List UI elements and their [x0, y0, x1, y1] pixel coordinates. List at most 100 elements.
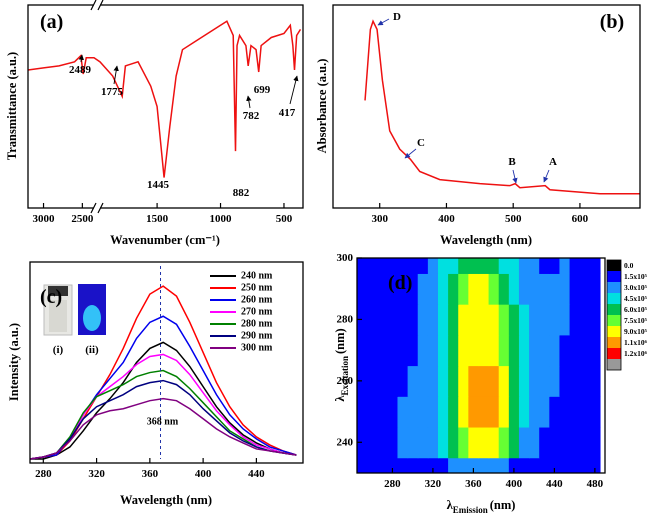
- marker-label: 368 nm: [147, 417, 179, 428]
- colorbar-label: 6.0x10⁵: [624, 305, 648, 314]
- contour-cell: [488, 334, 500, 367]
- contour-cell: [458, 426, 469, 459]
- contour-cell: [387, 334, 399, 367]
- contour-cell: [357, 365, 368, 397]
- contour-cell: [488, 426, 500, 459]
- annotation-arrow: [404, 148, 417, 159]
- colorbar-swatch: [607, 337, 621, 348]
- contour-cell: [518, 273, 530, 305]
- contour-cell: [478, 334, 490, 367]
- annotation-arrow: [543, 169, 550, 183]
- contour-cell: [579, 365, 591, 397]
- contour-cell: [367, 365, 378, 397]
- contour-cell: [508, 304, 520, 336]
- vial-glow: [83, 305, 101, 331]
- x-axis-title-sub: Emission: [453, 505, 488, 515]
- annotation: 417: [279, 107, 296, 119]
- contour-cell: [417, 426, 429, 459]
- contour-cell: [549, 334, 561, 367]
- contour-cell: [508, 258, 520, 274]
- contour-cell: [468, 365, 480, 397]
- contour-cell: [377, 258, 388, 274]
- colorbar-swatch: [607, 271, 621, 282]
- annotation: 1445: [147, 179, 170, 191]
- x-tick-label: 400: [195, 468, 212, 480]
- contour-cell: [357, 426, 368, 459]
- contour-cell: [559, 334, 571, 367]
- contour-cell: [488, 304, 500, 336]
- annotation: 2489: [69, 64, 92, 76]
- y-axis-title: Intensity (a.u.): [7, 323, 21, 401]
- x-tick-label: 2500: [71, 213, 94, 225]
- contour-cell: [468, 334, 480, 367]
- contour-cell: [549, 273, 561, 305]
- x-tick-label: 500: [505, 213, 522, 225]
- data-line: [29, 397, 297, 460]
- contour-cell: [407, 457, 419, 473]
- contour-cell: [448, 258, 459, 274]
- contour-cell: [549, 426, 561, 459]
- x-tick-label: 1000: [210, 213, 233, 225]
- contour-cell: [508, 365, 520, 397]
- contour-cell: [498, 334, 510, 367]
- contour-cell: [529, 304, 540, 336]
- vial-cap: [48, 286, 68, 296]
- annotation: C: [417, 137, 425, 149]
- contour-cell: [579, 457, 591, 473]
- x-tick-label: 400: [438, 213, 455, 225]
- contour-cell: [589, 258, 601, 274]
- legend-label: 240 nm: [241, 271, 273, 282]
- panel-label: (c): [40, 286, 62, 308]
- y-axis-title-unit: (nm): [333, 328, 347, 354]
- contour-cell: [569, 258, 581, 274]
- contour-cell: [468, 426, 480, 459]
- contour-cell: [529, 426, 540, 459]
- contour-cell: [508, 426, 520, 459]
- axis-break-gap: [94, 206, 100, 210]
- y-tick-label: 300: [337, 252, 354, 264]
- contour-cell: [387, 396, 399, 428]
- contour-cell: [539, 396, 550, 428]
- contour-cell: [437, 258, 449, 274]
- contour-cell: [478, 365, 490, 397]
- x-tick-label: 1500: [146, 213, 169, 225]
- contour-cell: [377, 457, 388, 473]
- contour-cell: [367, 396, 378, 428]
- data-line: [29, 369, 297, 460]
- x-tick-label: 360: [142, 468, 159, 480]
- contour-cell: [397, 457, 409, 473]
- data-line: [27, 20, 302, 178]
- contour-cell: [468, 273, 480, 305]
- contour-cell: [387, 258, 399, 274]
- contour-cell: [539, 365, 550, 397]
- contour-cell: [559, 457, 571, 473]
- contour-cell: [589, 334, 601, 367]
- contour-cell: [417, 457, 429, 473]
- plot-frame: [27, 4, 304, 209]
- x-tick-label: 440: [546, 478, 563, 490]
- contour-cell: [448, 365, 459, 397]
- contour-cell: [589, 396, 601, 428]
- contour-cell: [559, 365, 571, 397]
- contour-cell: [569, 396, 581, 428]
- contour-cell: [387, 457, 399, 473]
- contour-cell: [458, 258, 469, 274]
- contour-cell: [579, 304, 591, 336]
- annotation: D: [393, 11, 401, 23]
- x-tick-label: 280: [384, 478, 401, 490]
- contour-cell: [357, 334, 368, 367]
- annotation-arrow: [113, 65, 119, 85]
- contour-cell: [518, 365, 530, 397]
- axis-break-mark: [90, 0, 104, 11]
- x-tick-label: 3000: [33, 213, 56, 225]
- y-axis-title: Transmittance (a.u.): [5, 52, 19, 160]
- contour-cell: [529, 457, 540, 473]
- contour-cell: [529, 273, 540, 305]
- contour-cell: [437, 426, 449, 459]
- contour-cell: [427, 334, 439, 367]
- contour-cell: [529, 334, 540, 367]
- contour-cell: [448, 396, 459, 428]
- contour-cell: [518, 258, 530, 274]
- contour-cell: [539, 304, 550, 336]
- contour-cell: [387, 304, 399, 336]
